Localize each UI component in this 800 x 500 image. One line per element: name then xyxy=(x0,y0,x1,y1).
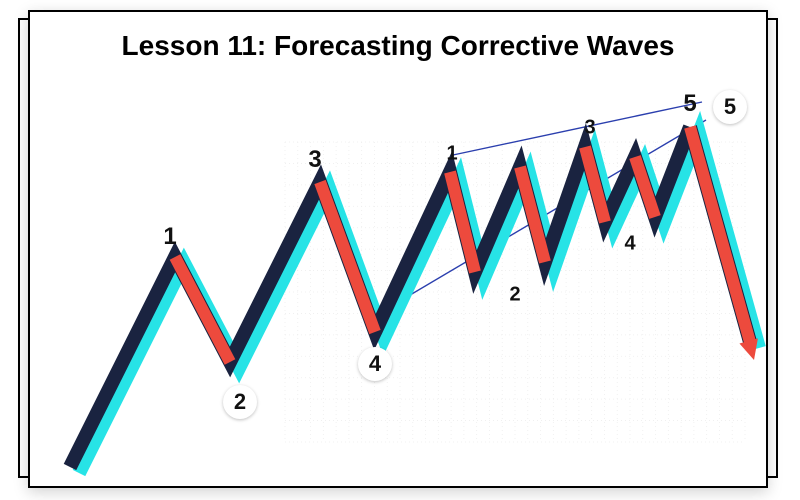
wave-label-3: 4 xyxy=(358,347,392,381)
wave-label-5: 5 xyxy=(713,90,747,124)
wave-label-9: 4 xyxy=(624,233,635,256)
wave-label-6: 1 xyxy=(446,143,457,166)
wave-label-1: 2 xyxy=(223,385,257,419)
wave-label-8: 3 xyxy=(584,117,595,140)
inner-frame: Lesson 11: Forecasting Corrective Waves … xyxy=(28,10,768,488)
wave-chart xyxy=(30,12,770,490)
wave-label-2: 3 xyxy=(308,146,321,174)
chart-area: 1 2 3 4 55 1 2 3 4 xyxy=(30,12,766,486)
wave-label-4: 5 xyxy=(683,90,696,118)
wave-label-0: 1 xyxy=(163,223,176,251)
wave-label-7: 2 xyxy=(509,284,520,307)
